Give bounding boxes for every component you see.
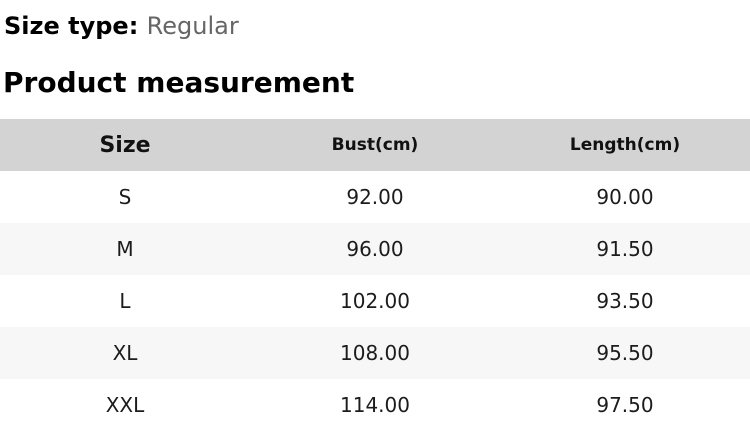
length-cell: 91.50 [596, 237, 654, 262]
table-row: XL 108.00 95.50 [0, 327, 750, 380]
product-measurement-title: Product measurement [3, 65, 355, 99]
table-row: XXL 114.00 97.50 [0, 379, 750, 432]
length-cell: 93.50 [596, 289, 654, 314]
bust-cell: 102.00 [340, 289, 410, 314]
table-row: M 96.00 91.50 [0, 223, 750, 276]
table-row: L 102.00 93.50 [0, 275, 750, 328]
length-cell: 90.00 [596, 185, 654, 210]
size-type-value: Regular [146, 12, 239, 40]
size-type-label: Size type: [4, 12, 139, 40]
header-row: Size Bust(cm) Length(cm) [0, 119, 750, 172]
measurement-table-header: Size Bust(cm) Length(cm) [0, 119, 750, 172]
size-cell: S [118, 185, 132, 210]
measurement-table: Size Bust(cm) Length(cm) S 92.00 90.00 M… [0, 119, 750, 432]
bust-cell: 96.00 [346, 237, 404, 262]
size-cell: M [116, 237, 134, 262]
length-cell: 95.50 [596, 341, 654, 366]
column-header-bust: Bust(cm) [331, 135, 419, 156]
bust-cell: 114.00 [340, 393, 410, 418]
size-type-line: Size type: Regular [4, 12, 750, 41]
size-cell: XL [112, 341, 138, 366]
size-cell: L [119, 289, 131, 314]
bust-cell: 92.00 [346, 185, 404, 210]
bust-cell: 108.00 [340, 341, 410, 366]
size-cell: XXL [105, 393, 145, 418]
column-header-length: Length(cm) [569, 135, 681, 156]
table-row: S 92.00 90.00 [0, 171, 750, 224]
column-header-size: Size [99, 132, 151, 158]
measurement-table-body: S 92.00 90.00 M 96.00 91.50 L 102.00 93.… [0, 171, 750, 432]
length-cell: 97.50 [596, 393, 654, 418]
